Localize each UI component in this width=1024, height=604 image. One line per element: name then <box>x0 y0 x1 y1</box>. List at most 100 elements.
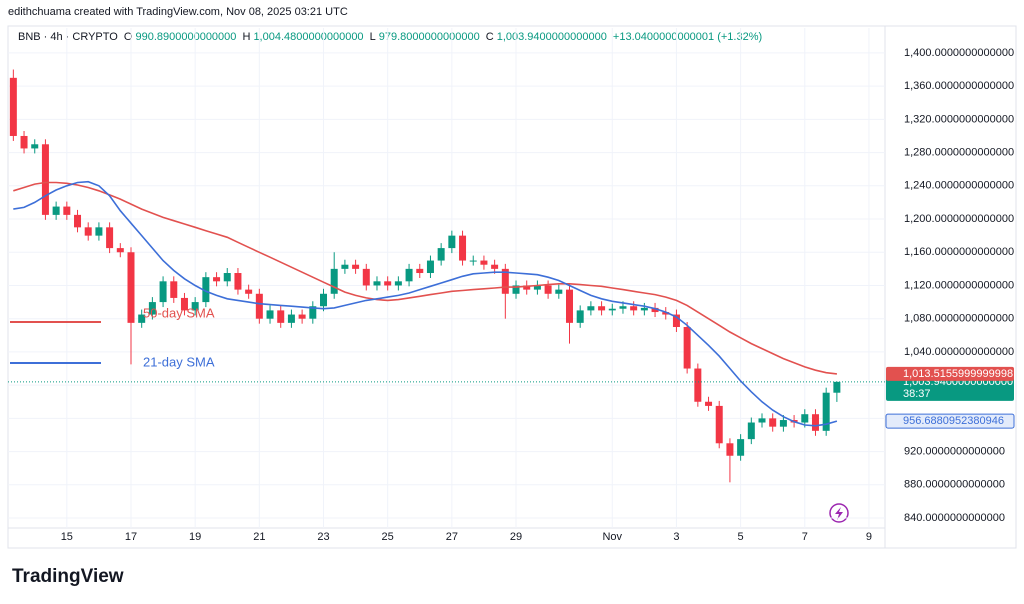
close-value: 1,003.9400000000000 <box>496 31 607 43</box>
candle-body <box>608 308 616 311</box>
candle-body <box>52 206 60 215</box>
candle-body <box>822 392 830 431</box>
y-tick-label: 1,320.0000000000000 <box>904 113 1014 125</box>
candle-body <box>523 285 531 290</box>
candle-body <box>726 443 734 456</box>
candle-body <box>491 264 499 269</box>
y-tick-label: 1,160.0000000000000 <box>904 246 1014 258</box>
candle-body <box>416 268 424 274</box>
candle-body <box>287 314 295 323</box>
sma-badge <box>886 366 1014 381</box>
candle-body <box>437 248 445 261</box>
candle-body <box>41 144 49 215</box>
x-tick-label: 9 <box>866 531 872 543</box>
chart: 840.0000000000000 880.0000000000000 920.00… <box>7 25 1017 549</box>
x-tick-label: 15 <box>61 531 73 543</box>
candle-body <box>159 281 167 303</box>
candle-body <box>20 135 28 149</box>
candle-body <box>309 306 317 319</box>
y-tick-label: 840.0000000000000 <box>904 512 1005 524</box>
candle-body <box>255 293 263 319</box>
sma-legend-label: 50-day SMA <box>143 305 215 320</box>
x-tick-label: 29 <box>510 531 522 543</box>
candle-body <box>106 227 114 249</box>
high-value: 1,004.4800000000000 <box>253 31 364 43</box>
candle-body <box>779 420 787 427</box>
x-tick-label: 21 <box>253 531 265 543</box>
x-tick-label: 17 <box>125 531 137 543</box>
chart-frame <box>7 25 1017 549</box>
candle-body <box>801 414 809 423</box>
x-tick-label: 23 <box>317 531 329 543</box>
candle-body <box>202 277 210 303</box>
y-tick-label: 920.0000000000000 <box>904 445 1005 457</box>
candle-body <box>619 306 627 309</box>
candle-body <box>426 260 434 274</box>
y-tick-label: 1,080.0000000000000 <box>904 313 1014 325</box>
candle-body <box>533 285 541 290</box>
x-tick-label: 5 <box>738 531 744 543</box>
candle-body <box>672 314 680 328</box>
candle-body <box>705 401 713 406</box>
candle-body <box>448 235 456 249</box>
x-tick-label: 7 <box>802 531 808 543</box>
candle-body <box>747 422 755 440</box>
candle-body <box>394 281 402 286</box>
candle-body <box>544 285 552 294</box>
sma-badge-label: 956.6880952380946 <box>903 415 1004 427</box>
candle-body <box>373 281 381 286</box>
y-tick-label: 880.0000000000000 <box>904 479 1005 491</box>
alert-icon[interactable] <box>829 503 849 523</box>
candle-body <box>833 381 841 393</box>
close-label: C <box>485 31 494 43</box>
candle-body <box>95 227 103 236</box>
candle-body <box>277 310 285 323</box>
candle-body <box>555 289 563 294</box>
candle-body <box>74 214 82 228</box>
candle-body <box>737 439 745 456</box>
candle-body <box>362 268 370 286</box>
candle-body <box>330 268 338 294</box>
high-label: H <box>242 31 251 43</box>
candle-body <box>127 252 135 323</box>
x-tick-label: 19 <box>189 531 201 543</box>
symbol: BNB · 4h · CRYPTO <box>18 31 118 43</box>
candle-body <box>170 281 178 298</box>
candle-body <box>320 293 328 307</box>
candle-body <box>811 414 819 431</box>
candle-body <box>63 206 71 215</box>
sma-line <box>13 181 837 375</box>
sma-legend-label: 21-day SMA <box>143 354 215 369</box>
candle-body <box>501 268 509 294</box>
y-tick-label: 1,360.0000000000000 <box>904 80 1014 92</box>
x-tick-label: Nov <box>602 531 622 543</box>
candle-body <box>31 144 39 149</box>
candle-body <box>223 273 231 282</box>
plot <box>8 28 885 528</box>
y-tick-label: 1,120.0000000000000 <box>904 279 1014 291</box>
sma-badge-label: 1,013.5155999999998 <box>903 368 1013 380</box>
candle-body <box>341 264 349 269</box>
candle-body <box>683 327 691 369</box>
candle-body <box>9 77 17 136</box>
sma-badge <box>885 413 1015 429</box>
candle-body <box>469 260 477 262</box>
candle-body <box>630 306 638 311</box>
brand-logo: TradingView <box>12 566 124 587</box>
alert-bolt <box>835 507 843 520</box>
candle-body <box>116 248 124 253</box>
candle-body <box>587 306 595 311</box>
candle-body <box>512 285 520 294</box>
candle-body <box>715 405 723 444</box>
y-tick-label: 1,280.0000000000000 <box>904 146 1014 158</box>
low-label: L <box>369 31 376 43</box>
candle-body <box>138 314 146 323</box>
candle-body <box>298 314 306 319</box>
y-tick-label: 1,240.0000000000000 <box>904 180 1014 192</box>
open-value: 990.8900000000000 <box>135 31 237 43</box>
change: +13.0400000000001 (+1.32%) <box>612 31 763 43</box>
candle-body <box>565 289 573 323</box>
candle-body <box>191 302 199 311</box>
candle-body <box>651 307 659 313</box>
